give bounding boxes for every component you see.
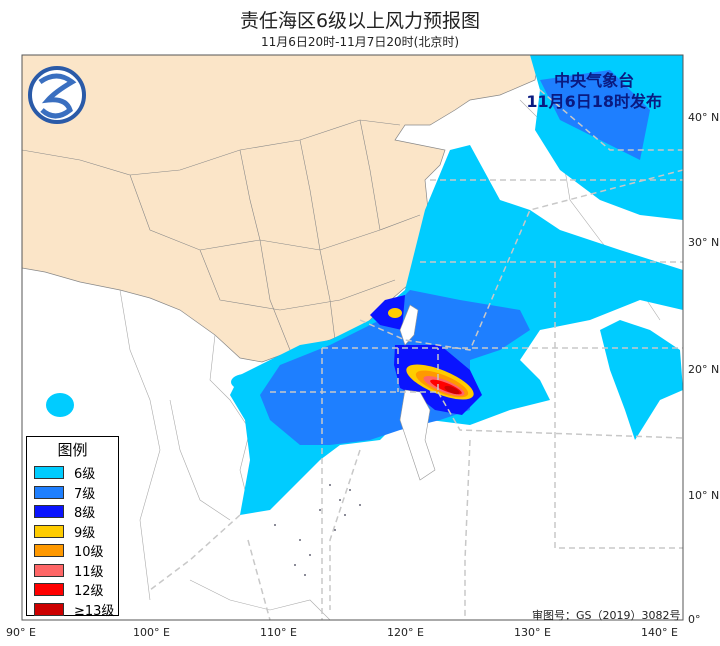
- legend-swatch: [34, 485, 64, 499]
- legend: 图例 6级 7级 8级 9级 10级 11级 12级 ≥13级: [26, 436, 119, 619]
- cma-logo: [28, 66, 86, 124]
- province-borders: [22, 119, 421, 351]
- legend-label: 6级: [74, 467, 96, 483]
- legend-item: 9级: [27, 522, 118, 542]
- legend-swatch: [34, 602, 64, 616]
- legend-swatch: [34, 466, 64, 480]
- legend-swatch: [34, 505, 64, 519]
- legend-label: 9级: [74, 525, 96, 541]
- legend-swatch: [34, 524, 64, 538]
- legend-item: 11级: [27, 561, 118, 581]
- map-title: 责任海区6级以上风力预报图: [239, 10, 481, 32]
- legend-title: 图例: [57, 441, 88, 459]
- lon-label: 90° E: [6, 626, 36, 639]
- legend-swatch: [34, 583, 64, 597]
- lat-label: 20° N: [688, 363, 720, 376]
- lon-label: 120° E: [387, 626, 424, 639]
- map-frame: [21, 54, 684, 621]
- legend-label: ≥13级: [74, 603, 115, 619]
- legend-item: 12级: [27, 580, 118, 600]
- approval-number: 审图号：GS（2019）3082号: [532, 609, 681, 622]
- issuer-name: 中央气象台: [554, 71, 635, 90]
- legend-item: ≥13级: [27, 600, 118, 620]
- issue-time: 11月6日18时发布: [526, 92, 662, 111]
- lat-label: 0°: [688, 613, 701, 626]
- legend-swatch: [34, 544, 64, 558]
- lat-label: 10° N: [688, 489, 720, 502]
- lon-label: 110° E: [260, 626, 297, 639]
- legend-label: 7级: [74, 486, 96, 502]
- legend-label: 8级: [74, 506, 96, 522]
- legend-swatch: [34, 563, 64, 577]
- sea-area-boundaries: [149, 89, 683, 620]
- land-luzon: [399, 389, 436, 481]
- wind-level-13-area: [444, 385, 460, 395]
- lat-label: 40° N: [688, 111, 720, 124]
- issuer-label: 中央气象台 11月6日18时发布: [526, 70, 662, 112]
- lon-label: 100° E: [133, 626, 170, 639]
- lon-label: 140° E: [641, 626, 678, 639]
- legend-item: 8级: [27, 502, 118, 522]
- legend-item: 6级: [27, 463, 118, 483]
- islands-dots: [274, 484, 361, 576]
- map-subtitle: 11月6日20时-11月7日20时(北京时): [260, 35, 460, 49]
- legend-item: 7级: [27, 483, 118, 503]
- lat-label: 30° N: [688, 236, 720, 249]
- legend-item: 10级: [27, 541, 118, 561]
- legend-label: 11级: [74, 564, 104, 580]
- legend-label: 10级: [74, 545, 104, 561]
- legend-label: 12级: [74, 584, 104, 600]
- lon-label: 130° E: [514, 626, 551, 639]
